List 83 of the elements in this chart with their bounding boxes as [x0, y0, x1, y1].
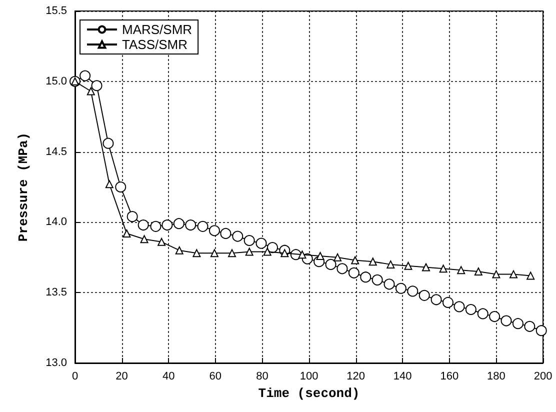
point [325, 258, 336, 270]
point [158, 238, 166, 246]
point [175, 246, 184, 254]
x-tick-label: 180 [487, 370, 506, 382]
point [404, 262, 412, 270]
point [210, 249, 218, 258]
point [422, 263, 430, 272]
y-tick-label: 15.5 [46, 5, 67, 17]
point [442, 296, 454, 308]
x-tick-label: 40 [162, 370, 175, 382]
point [492, 270, 500, 278]
y-tick-label: 13.0 [46, 357, 67, 369]
point [138, 220, 149, 231]
point [80, 70, 91, 82]
point [162, 220, 173, 231]
point [474, 267, 482, 276]
point [465, 304, 476, 315]
point [430, 294, 442, 306]
point [439, 264, 448, 273]
point [173, 218, 184, 230]
point [386, 260, 395, 268]
point [536, 325, 547, 336]
x-tick-label: 120 [346, 370, 365, 382]
point [245, 248, 254, 256]
point [454, 301, 465, 312]
point [267, 242, 278, 254]
point [208, 225, 220, 236]
point [384, 278, 395, 290]
point [500, 315, 512, 326]
point [512, 318, 524, 330]
point [122, 229, 131, 238]
x-tick-label: 140 [393, 370, 412, 382]
y-tick-label: 15.0 [46, 75, 67, 88]
point [316, 252, 324, 260]
point [185, 220, 196, 231]
y-tick-label: 14.0 [46, 216, 67, 228]
x-tick-label: 200 [534, 370, 552, 382]
x-tick-label: 20 [116, 370, 128, 382]
legend-label: MARS/SMR [122, 22, 192, 37]
point [263, 248, 272, 256]
point [334, 253, 342, 262]
point [244, 235, 255, 246]
point [418, 290, 430, 301]
point [192, 249, 201, 258]
point [360, 272, 372, 283]
y-tick-label: 14.5 [46, 146, 67, 158]
point [526, 272, 535, 280]
y-tick-label: 13.5 [46, 286, 67, 299]
point [102, 138, 114, 149]
point [256, 238, 267, 249]
point [372, 274, 383, 286]
x-axis-title: Time (second) [258, 386, 360, 401]
point [510, 270, 518, 278]
point [351, 256, 360, 264]
point [86, 87, 95, 96]
point [477, 308, 488, 320]
point [140, 235, 148, 244]
y-axis-title: Pressure (MPa) [16, 132, 31, 242]
legend-label: TASS/SMR [122, 37, 188, 52]
point [368, 258, 377, 266]
point [457, 266, 466, 274]
point [489, 311, 500, 322]
point [298, 250, 306, 259]
x-tick-label: 0 [72, 370, 78, 382]
point [126, 211, 138, 222]
point [395, 282, 406, 294]
x-tick-label: 100 [300, 370, 318, 382]
point [91, 80, 102, 92]
point [280, 249, 289, 258]
point [197, 220, 208, 232]
x-tick-label: 60 [209, 370, 222, 382]
x-tick-label: 80 [256, 370, 268, 382]
point [105, 180, 114, 188]
point [407, 286, 418, 297]
point [228, 249, 236, 258]
point [348, 267, 360, 278]
point [150, 220, 162, 232]
x-tick-label: 160 [440, 370, 459, 382]
point [524, 320, 536, 332]
point [232, 230, 244, 242]
point [336, 263, 348, 274]
point [220, 228, 232, 239]
point [115, 182, 126, 192]
